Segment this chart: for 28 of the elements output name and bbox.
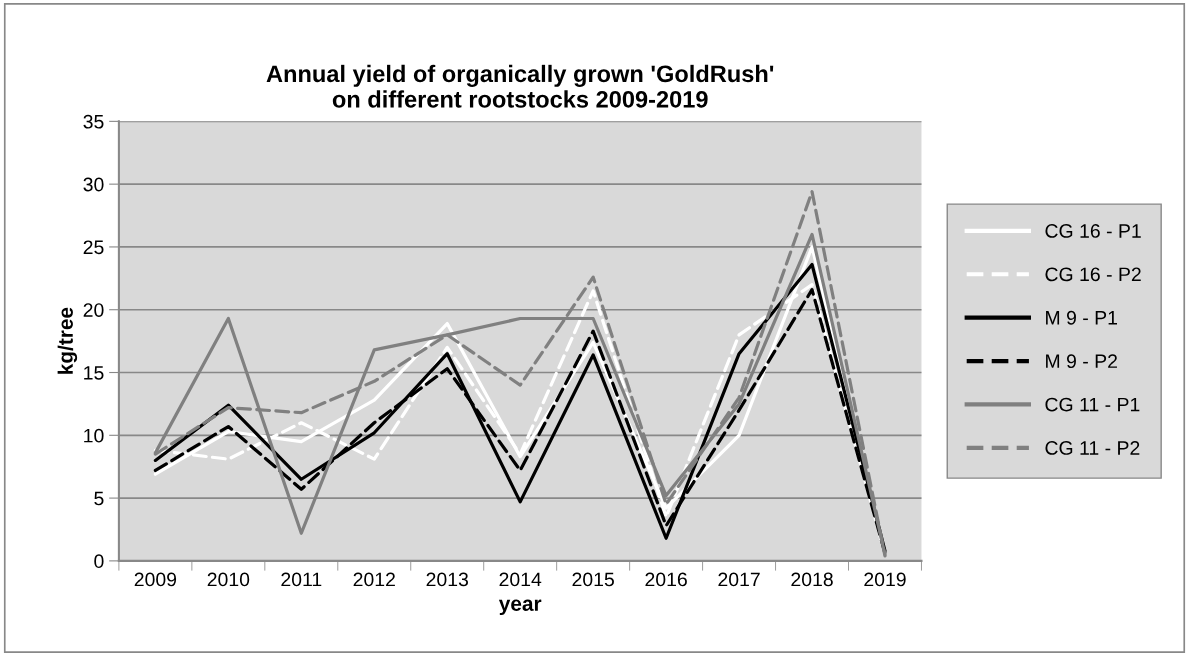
y-tick-label: 35: [83, 114, 104, 129]
legend-label: CG 16 - P2: [1045, 267, 1141, 282]
x-axis-title: year: [498, 599, 542, 616]
legend-label: CG 16 - P1: [1045, 224, 1141, 238]
x-tick-label: 2011: [281, 572, 322, 587]
y-tick-label: 5: [94, 491, 104, 506]
x-tick-label: 2016: [645, 572, 687, 587]
x-tick-label: 2014: [499, 572, 542, 587]
x-tick-label: 2012: [353, 572, 395, 587]
x-tick-label: 2017: [718, 572, 760, 587]
x-tick-label: 2010: [207, 572, 250, 587]
legend-label: CG 11 - P1: [1045, 397, 1140, 412]
x-tick-label: 2018: [791, 572, 833, 587]
y-tick-label: 10: [84, 428, 104, 443]
y-tick-label: 25: [83, 240, 104, 255]
y-tick-label: 30: [83, 177, 104, 192]
y-axis-title: kg/tree: [57, 307, 78, 374]
x-tick-label: 2009: [134, 572, 177, 587]
y-tick-label: 0: [94, 554, 104, 569]
x-tick-label: 2013: [426, 572, 468, 587]
legend-label: M 9 - P1: [1046, 310, 1117, 325]
legend-label: CG 11 - P2: [1045, 441, 1140, 455]
y-tick-label: 20: [83, 303, 104, 317]
chart-title: Annual yield of organically grown 'GoldRush' on different rootstocks 2009-2019: [266, 64, 774, 108]
y-tick-label: 15: [84, 366, 104, 380]
legend-label: M 9 - P2: [1046, 354, 1117, 369]
x-tick-label: 2015: [572, 572, 614, 587]
x-tick-label: 2019: [864, 572, 906, 587]
